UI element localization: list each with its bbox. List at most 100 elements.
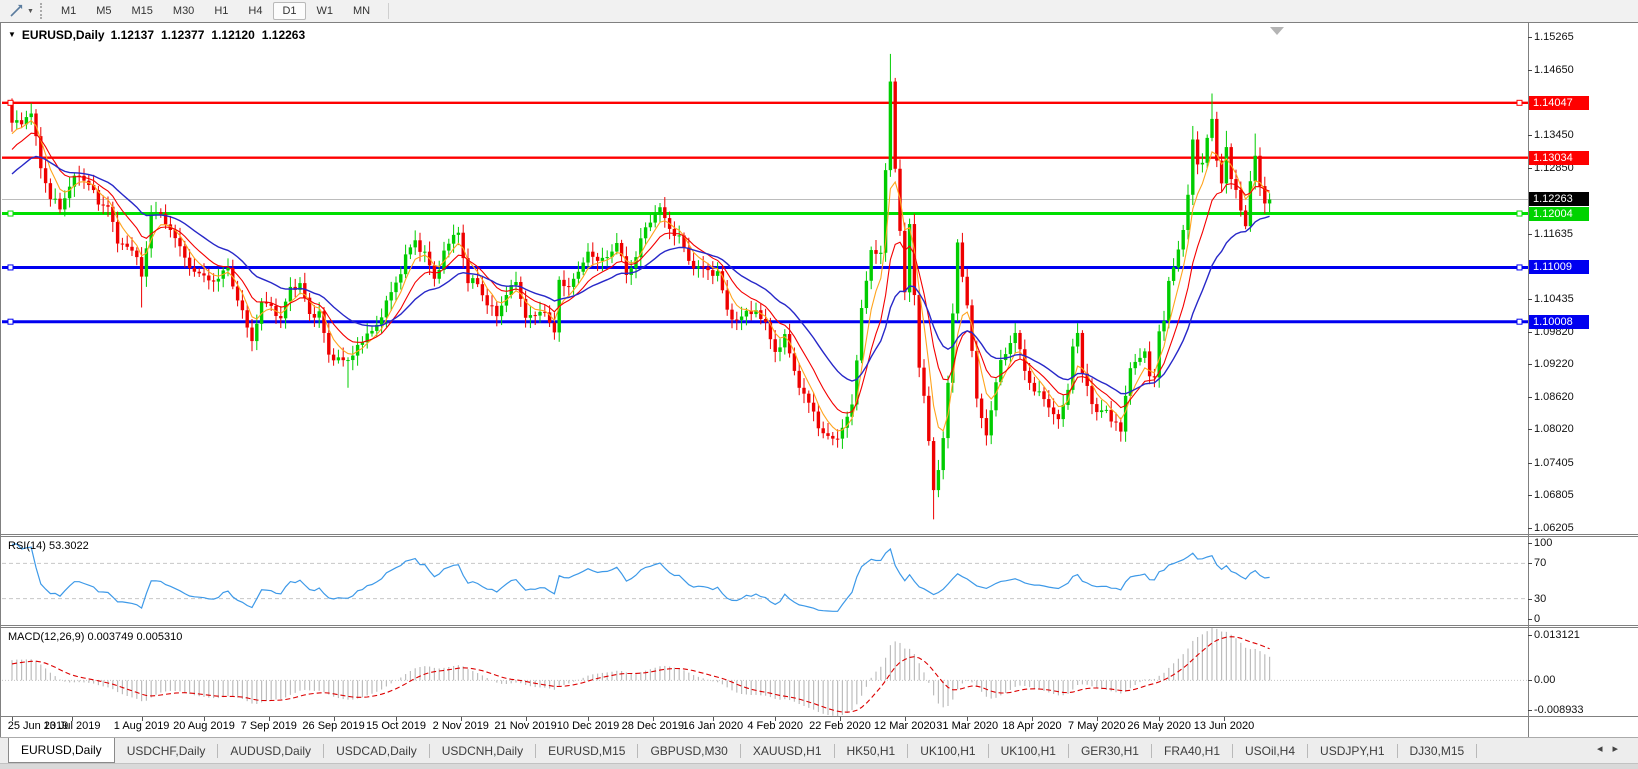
line-handle[interactable] <box>7 99 14 106</box>
ma-mid-red-line[interactable] <box>11 132 1270 414</box>
rsi-value: 53.3022 <box>48 540 89 552</box>
axis-tick-mark <box>1528 36 1532 38</box>
ohlc-close: 1.12263 <box>261 28 306 42</box>
chart-tab[interactable]: AUDUSD,Daily <box>230 743 312 758</box>
date-tick-mark <box>712 717 714 721</box>
axis-tick-mark <box>1528 495 1532 497</box>
price-tick-label: 1.08620 <box>1534 390 1574 403</box>
ma-fast-orange-line[interactable] <box>11 119 1270 432</box>
axis-tick-mark <box>1528 70 1532 72</box>
chart-tab[interactable]: USDCHF,Daily <box>126 743 206 758</box>
quick-nav-arrow-icon[interactable]: ▼ <box>8 29 16 39</box>
chart-tab[interactable]: XAUUSD,H1 <box>752 743 822 758</box>
chart-tab[interactable]: EURUSD,Daily <box>8 738 115 763</box>
date-tick-mark <box>904 717 906 721</box>
macd-panel[interactable] <box>2 628 1528 716</box>
chart-tab[interactable]: GER30,H1 <box>1080 743 1139 758</box>
tab-separator <box>1150 743 1152 758</box>
chart-tab[interactable]: UK100,H1 <box>1000 743 1056 758</box>
date-label: 26 Sep 2019 <box>302 720 365 732</box>
rsi-separator-bottom[interactable] <box>0 536 1638 537</box>
chart-tab[interactable]: FRA40,H1 <box>1163 743 1221 758</box>
tab-separator <box>535 743 537 758</box>
axis-tick-mark <box>1528 563 1532 565</box>
tab-scroll-left-icon[interactable]: ◂ <box>1596 743 1613 755</box>
chart-tab[interactable]: HK50,H1 <box>846 743 896 758</box>
rsi-scale-label: 0 <box>1534 613 1541 625</box>
chart-tab[interactable]: USDJPY,H1 <box>1320 743 1385 758</box>
rsi-scale-label: 70 <box>1534 557 1547 570</box>
ohlc-high: 1.12377 <box>161 28 205 42</box>
timeframe-button-H4[interactable]: H4 <box>248 5 263 17</box>
chart-shift-marker-icon[interactable] <box>1270 27 1284 35</box>
chart-tab[interactable]: USDCNH,Daily <box>441 743 524 758</box>
tab-separator <box>1476 743 1478 758</box>
timeframe-button-H1[interactable]: H1 <box>214 5 229 17</box>
line-handle[interactable] <box>1516 99 1523 106</box>
line-handle[interactable] <box>1516 210 1523 217</box>
timeframe-button-M15[interactable]: M15 <box>131 5 153 17</box>
macd-separator-bottom[interactable] <box>0 627 1638 628</box>
chart-tab[interactable]: GBPUSD,M30 <box>650 743 728 758</box>
main-chart-panel[interactable] <box>2 23 1528 534</box>
axis-tick-mark <box>1528 462 1532 464</box>
rsi-scale-label: 100 <box>1534 537 1553 549</box>
line-handle[interactable] <box>1516 264 1523 271</box>
date-tick-mark <box>1096 717 1098 721</box>
axis-tick-mark <box>1528 619 1532 620</box>
date-label: 13 Jun 2020 <box>1193 720 1255 732</box>
date-tick-mark <box>775 717 777 721</box>
macd-signal-value: 0.005310 <box>136 631 183 643</box>
ohlc-open: 1.12137 <box>110 28 154 42</box>
line-handle[interactable] <box>7 210 14 217</box>
macd-separator-top[interactable] <box>0 625 1638 626</box>
price-tick-label: 1.09220 <box>1534 358 1574 371</box>
date-label: 13 Jul 2019 <box>43 720 101 732</box>
price-tick-label: 1.15265 <box>1534 30 1574 43</box>
timeframe-button-W1[interactable]: W1 <box>316 5 334 17</box>
price-tick-label: 1.08020 <box>1534 423 1574 436</box>
date-label: 1 Aug 2019 <box>113 720 170 732</box>
rsi-separator-top[interactable] <box>0 534 1638 535</box>
candlestick-layer[interactable] <box>10 53 1272 520</box>
chart-top-border <box>0 22 1638 23</box>
price-label-chip: 1.11009 <box>1529 260 1589 275</box>
price-tick-label: 1.06205 <box>1534 521 1574 534</box>
chart-tab[interactable]: UK100,H1 <box>920 743 976 758</box>
chart-tab[interactable]: USDCAD,Daily <box>336 743 417 758</box>
axis-tick-mark <box>1528 429 1532 431</box>
chart-tab[interactable]: EURUSD,M15 <box>548 743 626 758</box>
rsi-panel[interactable] <box>2 537 1528 625</box>
trendline-tool-button[interactable]: ▼ <box>4 2 38 20</box>
tab-scroll-right-icon[interactable]: ▸ <box>1612 743 1628 755</box>
rsi-line <box>11 543 1270 612</box>
price-tick-label: 1.06805 <box>1534 489 1574 502</box>
timeframe-button-M30[interactable]: M30 <box>172 5 195 17</box>
date-label: 28 Dec 2019 <box>621 720 684 732</box>
price-label-chip: 1.13034 <box>1529 150 1589 165</box>
axis-tick-mark <box>1528 396 1532 398</box>
macd-value: 0.003749 <box>87 631 134 643</box>
ma-slow-blue-line[interactable] <box>11 155 1270 395</box>
date-tick-mark <box>268 717 270 721</box>
line-handle[interactable] <box>7 318 14 325</box>
timeframe-button-D1[interactable]: D1 <box>273 2 306 20</box>
chart-tab[interactable]: DJ30,M15 <box>1409 743 1465 758</box>
line-handle[interactable] <box>7 264 14 271</box>
date-tick-mark <box>967 717 969 721</box>
ohlc-low: 1.12120 <box>211 28 255 42</box>
chart-tab[interactable]: USOil,H4 <box>1245 743 1296 758</box>
axis-tick-mark <box>1528 331 1532 333</box>
date-tick-mark <box>12 717 13 721</box>
chart-left-border <box>0 22 1 737</box>
line-handle[interactable] <box>1516 318 1523 325</box>
date-tick-mark <box>1159 717 1161 721</box>
toolbar-grip[interactable] <box>39 3 45 19</box>
timeframe-button-M5[interactable]: M5 <box>96 5 112 17</box>
timeframe-button-M1[interactable]: M1 <box>60 5 77 17</box>
axis-tick-mark <box>1528 598 1532 600</box>
date-tick-mark <box>141 717 143 721</box>
date-label: 31 Mar 2020 <box>936 720 999 732</box>
timeframe-button-MN[interactable]: MN <box>353 5 371 17</box>
